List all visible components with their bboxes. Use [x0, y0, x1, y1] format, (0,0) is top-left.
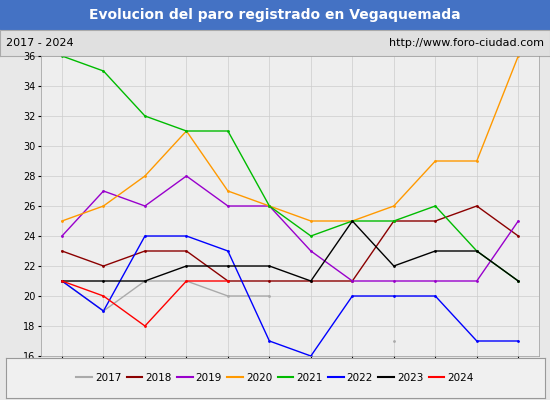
Line: 2019: 2019 [60, 175, 520, 282]
2020 [142, 174, 148, 178]
2022 [432, 294, 438, 298]
2018 [59, 248, 65, 254]
2021 [432, 204, 438, 208]
2018 [307, 278, 314, 283]
2023 [474, 248, 480, 254]
2023 [266, 264, 273, 268]
2024 [183, 278, 190, 283]
2022 [349, 294, 356, 298]
2023 [224, 264, 231, 268]
Line: 2022: 2022 [60, 235, 520, 357]
2019 [474, 278, 480, 283]
2023 [349, 218, 356, 223]
2018 [390, 218, 397, 223]
2023 [432, 248, 438, 254]
2017 [224, 294, 231, 298]
2021 [224, 128, 231, 133]
2022 [307, 354, 314, 358]
2022 [183, 234, 190, 238]
Line: 2024: 2024 [60, 280, 229, 327]
2019 [307, 248, 314, 254]
2019 [432, 278, 438, 283]
2020 [224, 188, 231, 193]
2019 [266, 204, 273, 208]
2019 [515, 218, 521, 223]
2018 [100, 264, 107, 268]
2022 [224, 248, 231, 254]
2020 [432, 158, 438, 163]
Line: 2017: 2017 [60, 280, 271, 312]
2023 [183, 264, 190, 268]
2018 [515, 234, 521, 238]
2019 [100, 188, 107, 193]
2017 [183, 278, 190, 283]
2017 [266, 294, 273, 298]
2017 [100, 309, 107, 314]
2021 [474, 248, 480, 254]
Line: 2020: 2020 [60, 55, 520, 222]
Line: 2023: 2023 [60, 220, 520, 282]
2020 [307, 218, 314, 223]
2022 [266, 338, 273, 343]
2019 [349, 278, 356, 283]
2023 [59, 278, 65, 283]
2024 [59, 278, 65, 283]
2023 [142, 278, 148, 283]
2018 [349, 278, 356, 283]
2020 [59, 218, 65, 223]
2019 [183, 174, 190, 178]
2017 [59, 278, 65, 283]
2022 [390, 294, 397, 298]
2022 [100, 309, 107, 314]
2024 [224, 278, 231, 283]
2018 [183, 248, 190, 254]
2021 [266, 204, 273, 208]
2022 [515, 338, 521, 343]
2022 [142, 234, 148, 238]
2017 [142, 278, 148, 283]
Text: Evolucion del paro registrado en Vegaquemada: Evolucion del paro registrado en Vegaque… [89, 8, 461, 22]
2021 [100, 68, 107, 73]
2019 [224, 204, 231, 208]
2018 [432, 218, 438, 223]
2019 [390, 278, 397, 283]
2020 [183, 128, 190, 133]
2024 [142, 324, 148, 328]
Line: 2021: 2021 [60, 55, 520, 282]
2018 [474, 204, 480, 208]
2022 [474, 338, 480, 343]
2021 [183, 128, 190, 133]
2021 [515, 278, 521, 283]
2019 [142, 204, 148, 208]
2024 [100, 294, 107, 298]
2021 [59, 54, 65, 58]
2023 [515, 278, 521, 283]
Line: 2018: 2018 [60, 205, 520, 282]
2018 [224, 278, 231, 283]
2023 [100, 278, 107, 283]
2021 [307, 234, 314, 238]
2021 [349, 218, 356, 223]
2018 [142, 248, 148, 254]
Text: 2017 - 2024: 2017 - 2024 [6, 38, 73, 48]
2021 [390, 218, 397, 223]
2020 [515, 54, 521, 58]
2018 [266, 278, 273, 283]
2022 [59, 278, 65, 283]
2020 [390, 204, 397, 208]
2020 [349, 218, 356, 223]
2019 [59, 234, 65, 238]
Legend: 2017, 2018, 2019, 2020, 2021, 2022, 2023, 2024: 2017, 2018, 2019, 2020, 2021, 2022, 2023… [72, 369, 478, 387]
2021 [142, 114, 148, 118]
2020 [474, 158, 480, 163]
2020 [266, 204, 273, 208]
2023 [307, 278, 314, 283]
2020 [100, 204, 107, 208]
Text: http://www.foro-ciudad.com: http://www.foro-ciudad.com [389, 38, 544, 48]
2023 [390, 264, 397, 268]
